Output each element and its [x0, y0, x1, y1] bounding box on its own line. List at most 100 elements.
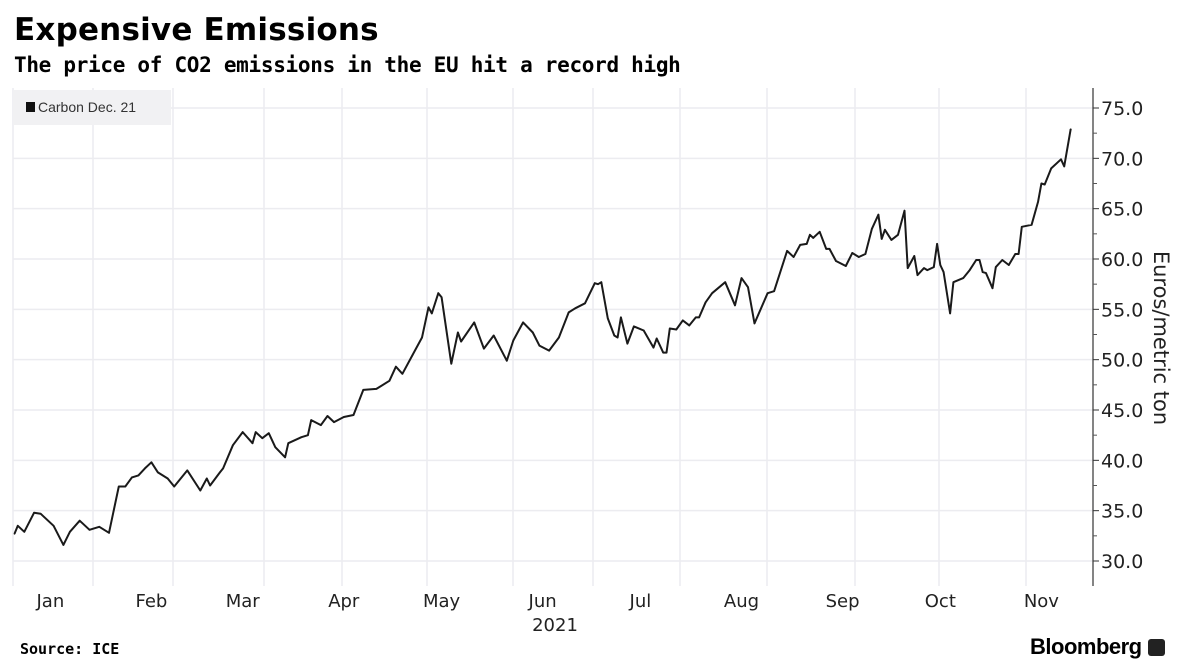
data-point	[267, 432, 270, 434]
data-point	[307, 434, 309, 436]
data-point	[884, 229, 886, 231]
data-point	[851, 252, 854, 254]
data-point	[675, 328, 678, 331]
data-point	[792, 256, 795, 258]
y-tick-label: 45.0	[1101, 400, 1143, 422]
data-point	[284, 456, 286, 459]
data-point	[698, 316, 700, 319]
data-point	[450, 362, 453, 365]
data-point	[877, 213, 880, 216]
data-point	[241, 431, 244, 433]
data-point	[593, 282, 596, 284]
y-tick-label: 55.0	[1101, 299, 1143, 321]
data-point	[1050, 167, 1052, 170]
y-axis-label: Euros/metric ton	[1149, 251, 1173, 425]
data-point	[845, 265, 847, 267]
data-point	[118, 485, 120, 488]
data-point	[655, 337, 658, 340]
data-point	[968, 269, 971, 271]
data-point	[88, 528, 91, 531]
data-point	[457, 331, 459, 334]
data-point	[310, 419, 312, 421]
data-point	[835, 260, 837, 262]
data-point	[665, 351, 668, 354]
data-point	[137, 474, 140, 477]
data-point	[411, 354, 414, 357]
data-point	[505, 359, 508, 362]
data-point	[626, 342, 629, 345]
y-tick-label: 40.0	[1101, 450, 1143, 472]
data-point	[682, 319, 684, 322]
data-point	[1014, 253, 1017, 255]
data-point	[157, 471, 159, 474]
data-point	[574, 307, 577, 310]
data-point	[753, 322, 756, 325]
data-point	[440, 296, 443, 299]
data-point	[981, 271, 984, 273]
data-point	[532, 331, 534, 334]
chart-title: Expensive Emissions	[14, 12, 379, 48]
data-point	[43, 515, 45, 518]
data-point	[395, 365, 397, 368]
data-point	[16, 524, 19, 527]
bloomberg-mark-icon	[1147, 638, 1165, 656]
data-point	[437, 292, 440, 295]
x-tick-label: Feb	[135, 591, 167, 612]
x-tick-label: Nov	[1024, 591, 1059, 612]
data-point	[652, 346, 655, 349]
data-point	[483, 347, 485, 350]
data-point	[261, 437, 264, 439]
data-point	[342, 416, 345, 418]
data-point	[704, 301, 707, 304]
data-point	[287, 442, 290, 445]
grid	[12, 88, 1093, 586]
series-points	[13, 128, 1072, 546]
data-point	[131, 476, 133, 479]
data-point	[206, 477, 208, 480]
data-point	[923, 267, 925, 269]
x-tick-label: Apr	[328, 591, 360, 612]
series-line-carbon-dec-21	[13, 128, 1072, 546]
data-point	[695, 316, 697, 319]
legend-label: Carbon Dec. 21	[38, 99, 136, 115]
chart-subtitle: The price of CO2 emissions in the EU hit…	[14, 53, 681, 77]
data-point	[567, 311, 570, 314]
data-point	[994, 266, 997, 268]
data-point	[766, 292, 769, 295]
data-point	[805, 243, 808, 245]
data-point	[1037, 200, 1039, 203]
x-tick-label: Sep	[826, 591, 860, 612]
legend: Carbon Dec. 21	[13, 90, 171, 125]
x-tick-label: Jun	[528, 591, 557, 612]
brand-name: Bloomberg	[1030, 634, 1142, 659]
data-point	[880, 238, 883, 240]
data-point	[962, 277, 964, 279]
data-point	[613, 334, 616, 337]
data-point	[388, 380, 391, 382]
data-point	[144, 467, 146, 470]
y-tick-label: 75.0	[1101, 98, 1143, 120]
data-point	[809, 234, 811, 236]
y-tick-label: 30.0	[1101, 551, 1143, 573]
data-point	[936, 243, 938, 245]
data-point	[933, 266, 935, 268]
data-point	[858, 256, 860, 258]
data-point	[871, 228, 873, 230]
data-point	[460, 340, 462, 343]
data-point	[209, 484, 211, 487]
data-point	[199, 489, 202, 492]
data-point	[1030, 223, 1033, 226]
data-point	[473, 321, 475, 324]
data-point	[320, 424, 322, 426]
data-point	[538, 344, 541, 347]
data-point	[186, 469, 189, 472]
bloomberg-logo: Bloomberg	[1030, 634, 1165, 660]
data-point	[597, 283, 599, 285]
data-point	[897, 234, 899, 236]
x-tick-label: Jul	[629, 591, 652, 612]
data-point	[78, 519, 81, 522]
y-tick-label: 65.0	[1101, 199, 1143, 221]
data-point	[828, 248, 831, 250]
data-point	[352, 414, 355, 416]
x-tick-label: Mar	[226, 591, 261, 612]
